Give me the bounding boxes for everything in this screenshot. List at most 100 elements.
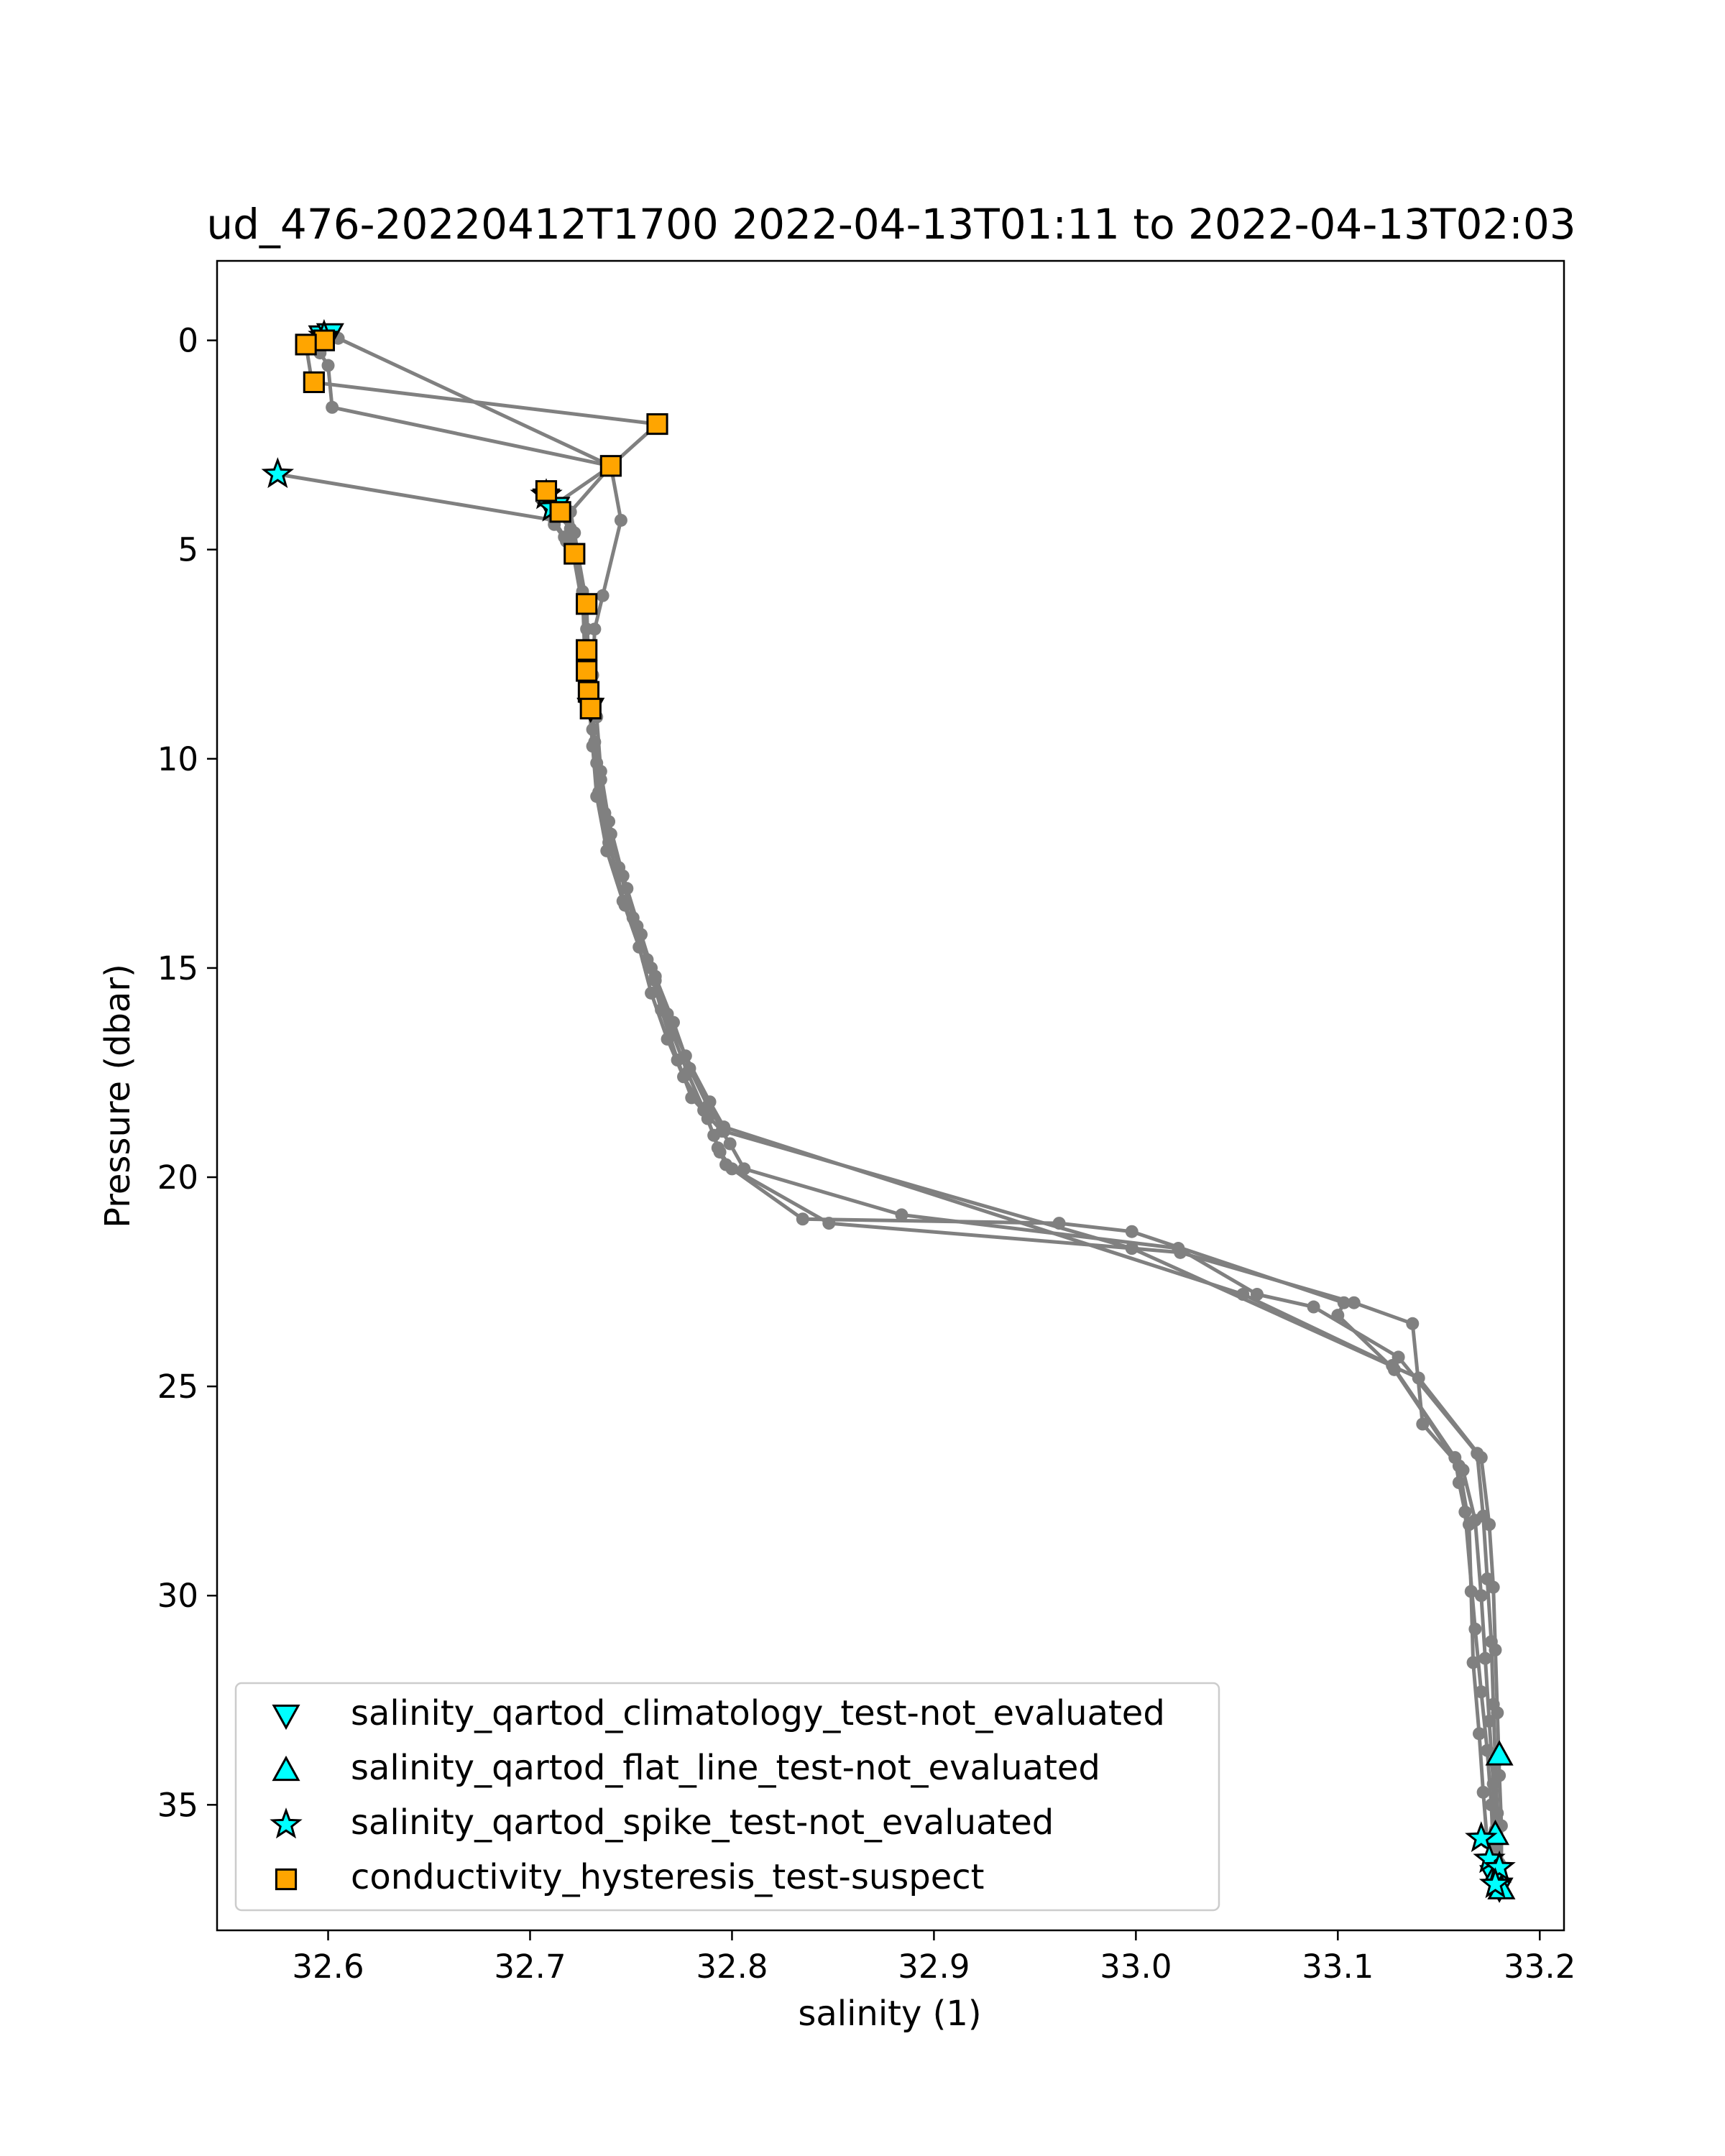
profile-point bbox=[661, 1007, 674, 1021]
profile-line-0 bbox=[316, 335, 1494, 1872]
legend-entry: conductivity_hysteresis_test-suspect bbox=[351, 1857, 984, 1897]
y-tick-label: 15 bbox=[157, 949, 198, 987]
profile-point bbox=[612, 861, 626, 875]
marker-square bbox=[295, 333, 317, 356]
profile-point bbox=[703, 1095, 717, 1109]
profile-line-2 bbox=[277, 472, 1501, 1864]
profile-point bbox=[1478, 1651, 1492, 1665]
profile-point bbox=[645, 961, 658, 975]
marker-square bbox=[549, 501, 571, 523]
profile-point bbox=[685, 1091, 699, 1105]
marker-star bbox=[1465, 1821, 1498, 1853]
x-tick-label: 33.1 bbox=[1302, 1948, 1374, 1986]
legend-marker-square bbox=[275, 1868, 298, 1891]
y-tick-label: 35 bbox=[157, 1786, 198, 1824]
marker-square bbox=[313, 329, 336, 351]
legend-entry: salinity_qartod_climatology_test-not_eva… bbox=[351, 1693, 1165, 1733]
marker-star bbox=[261, 457, 295, 489]
marker-triangle-up bbox=[1485, 1740, 1514, 1766]
x-tick-label: 32.6 bbox=[292, 1948, 364, 1986]
profile-point bbox=[737, 1162, 751, 1176]
y-axis-label: Pressure (dbar) bbox=[98, 964, 138, 1228]
y-axis: 0 5 10 15 20 25 30 35 bbox=[157, 322, 217, 1824]
y-tick-label: 20 bbox=[157, 1158, 198, 1197]
profile-point bbox=[719, 1158, 733, 1171]
legend: salinity_qartod_climatology_test-not_eva… bbox=[234, 1682, 1220, 1912]
marker-square bbox=[646, 413, 668, 436]
profile-point bbox=[614, 513, 627, 527]
y-tick-label: 5 bbox=[178, 531, 198, 569]
profile-point bbox=[1125, 1242, 1138, 1256]
legend-marker-triangle-down bbox=[272, 1704, 300, 1731]
profile-point bbox=[1468, 1622, 1482, 1636]
profile-point bbox=[1172, 1242, 1185, 1256]
legend-entry: salinity_qartod_spike_test-not_evaluated bbox=[351, 1802, 1054, 1843]
marker-square bbox=[303, 371, 325, 393]
legend-box bbox=[234, 1682, 1220, 1912]
x-tick-label: 32.8 bbox=[696, 1948, 768, 1986]
x-tick-label: 33.2 bbox=[1504, 1948, 1576, 1986]
profile-point bbox=[626, 911, 640, 925]
marker-square bbox=[576, 639, 598, 661]
x-tick-label: 33.0 bbox=[1100, 1948, 1172, 1986]
profile-point bbox=[1491, 1706, 1504, 1720]
profile-line-3 bbox=[323, 330, 1504, 1884]
profile-point bbox=[1481, 1743, 1494, 1757]
x-tick-label: 32.7 bbox=[494, 1948, 566, 1986]
y-tick-label: 0 bbox=[178, 322, 198, 360]
profile-point bbox=[895, 1208, 908, 1222]
plot-frame bbox=[216, 259, 1565, 1932]
marker-star bbox=[1483, 1850, 1516, 1881]
profile-point bbox=[1456, 1463, 1470, 1477]
profile-point bbox=[701, 1112, 714, 1125]
profile-point bbox=[1412, 1371, 1425, 1385]
marker-square bbox=[579, 697, 602, 720]
profile-point bbox=[1448, 1451, 1462, 1465]
marker-square bbox=[576, 660, 598, 682]
profile-point bbox=[1458, 1505, 1472, 1519]
profile-point bbox=[564, 522, 577, 535]
profile-point bbox=[1416, 1417, 1430, 1431]
profile-point bbox=[1307, 1300, 1320, 1314]
profile-line-1 bbox=[304, 344, 1499, 1881]
legend-marker-star bbox=[270, 1807, 303, 1839]
marker-square bbox=[535, 480, 558, 502]
profile-point bbox=[1452, 1476, 1466, 1490]
chart-title: ud_476-20220412T1700 2022-04-13T01:11 to… bbox=[206, 200, 1576, 249]
profile-point bbox=[321, 359, 335, 372]
profile-point bbox=[796, 1212, 809, 1226]
profile-point bbox=[1486, 1580, 1500, 1594]
profile-point bbox=[1476, 1785, 1490, 1799]
profile-point bbox=[1474, 1589, 1488, 1603]
marker-square bbox=[576, 593, 598, 615]
profile-line-4 bbox=[544, 494, 1497, 1876]
profile-point bbox=[1474, 1451, 1488, 1465]
profile-point bbox=[1347, 1296, 1361, 1309]
profile-point bbox=[1386, 1359, 1399, 1373]
profile-point bbox=[1489, 1643, 1502, 1657]
profile-point bbox=[1472, 1727, 1486, 1741]
profile-point bbox=[590, 756, 604, 770]
x-axis-label: salinity (1) bbox=[798, 1994, 981, 2034]
y-tick-label: 30 bbox=[157, 1577, 198, 1615]
profile-point bbox=[822, 1217, 836, 1230]
x-tick-label: 32.9 bbox=[898, 1948, 970, 1986]
profile-point bbox=[1236, 1288, 1250, 1302]
profile-point bbox=[723, 1137, 737, 1151]
marker-star bbox=[1478, 1867, 1512, 1899]
profile-point bbox=[1493, 1769, 1506, 1782]
profile-point bbox=[598, 806, 612, 820]
y-tick-label: 25 bbox=[157, 1368, 198, 1406]
profile-point bbox=[717, 1120, 731, 1134]
legend-marker-triangle-up bbox=[272, 1755, 300, 1782]
profile-point bbox=[678, 1049, 692, 1063]
profile-point bbox=[1483, 1518, 1496, 1531]
marker-square bbox=[564, 543, 586, 565]
profile-point bbox=[1484, 1798, 1498, 1812]
profile-point bbox=[711, 1141, 724, 1155]
profile-point bbox=[1406, 1317, 1420, 1330]
marker-square bbox=[599, 455, 622, 477]
profile-point bbox=[588, 622, 602, 636]
plot-area bbox=[261, 318, 1516, 1903]
